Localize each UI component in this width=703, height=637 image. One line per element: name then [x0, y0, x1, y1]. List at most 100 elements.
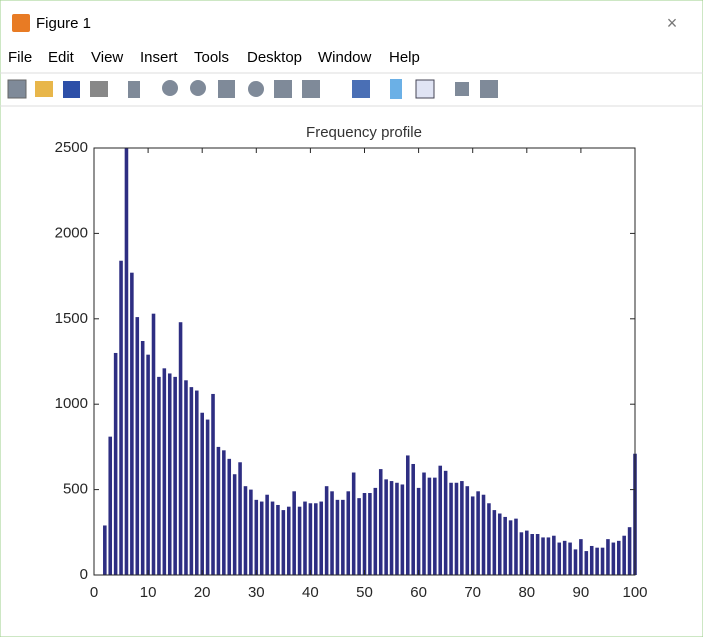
tool-datatip[interactable]	[274, 80, 292, 98]
tool-colorbar[interactable]	[390, 79, 402, 99]
bar	[303, 501, 307, 575]
bar	[324, 486, 329, 575]
x-tick-label: 20	[194, 584, 211, 601]
bar	[124, 148, 129, 575]
menu-item[interactable]: Insert	[140, 49, 178, 66]
close-button[interactable]: ×	[667, 13, 678, 33]
bar	[292, 491, 296, 575]
bar	[211, 393, 215, 575]
bar	[314, 503, 318, 575]
tool-print[interactable]	[90, 81, 108, 97]
bar	[146, 354, 150, 575]
x-tick-label: 50	[356, 584, 373, 601]
y-tick-label: 500	[63, 481, 88, 498]
bar	[346, 491, 351, 575]
tool-rotate[interactable]	[248, 81, 264, 97]
bar	[286, 506, 291, 575]
bar	[416, 487, 421, 575]
bar	[476, 491, 480, 575]
bar	[487, 503, 491, 575]
bar	[103, 525, 107, 575]
bar	[395, 482, 399, 575]
bar	[362, 493, 367, 575]
tool-new[interactable]	[7, 79, 27, 99]
bar	[259, 501, 264, 575]
x-tick-label: 40	[302, 584, 319, 601]
tool-hide[interactable]	[455, 82, 469, 96]
bar	[552, 535, 556, 575]
bar	[525, 530, 529, 575]
bar	[243, 486, 248, 575]
bar	[308, 503, 313, 575]
bar	[470, 496, 475, 575]
bar	[297, 506, 302, 575]
bar	[249, 489, 253, 575]
bar	[351, 472, 356, 575]
tool-zoom-out[interactable]	[190, 80, 206, 96]
bar	[113, 352, 118, 575]
y-tick-label: 1500	[55, 310, 88, 327]
tool-save[interactable]	[63, 81, 80, 98]
bar	[546, 537, 551, 575]
bar	[276, 504, 280, 575]
bar	[227, 458, 232, 575]
x-tick-label: 0	[90, 584, 98, 601]
bar	[195, 390, 199, 575]
bar	[530, 534, 534, 575]
bar	[119, 260, 123, 575]
menu-item[interactable]: View	[91, 49, 123, 66]
bar	[519, 532, 524, 575]
menu-item[interactable]: Tools	[194, 49, 229, 66]
bar	[579, 539, 583, 575]
y-tick-label: 1000	[55, 395, 88, 412]
bar	[438, 465, 443, 575]
bar	[167, 373, 172, 575]
bar	[600, 547, 605, 575]
app-icon	[12, 14, 30, 32]
bar	[443, 470, 448, 575]
menu-item[interactable]: Desktop	[247, 49, 302, 66]
bar	[465, 486, 470, 575]
bar	[535, 534, 540, 575]
bar	[189, 387, 194, 575]
menu-item[interactable]: File	[8, 49, 32, 66]
bar	[589, 545, 594, 575]
menu-bar: File Edit View Insert Tools Desktop Wind…	[8, 49, 420, 66]
x-tick-label: 60	[410, 584, 427, 601]
bar	[205, 419, 210, 575]
menu-item[interactable]: Edit	[48, 49, 75, 66]
tool-zoom-in[interactable]	[162, 80, 178, 96]
bar	[503, 516, 507, 575]
bar	[573, 549, 578, 575]
bar	[557, 542, 562, 575]
bar	[616, 540, 621, 575]
bar	[270, 501, 275, 575]
bar	[508, 520, 513, 575]
tool-pan[interactable]	[218, 80, 235, 98]
tool-link[interactable]	[352, 80, 370, 98]
x-tick-label: 100	[622, 584, 647, 601]
tool-legend[interactable]	[415, 79, 435, 99]
tool-show[interactable]	[480, 80, 498, 98]
bar	[389, 481, 394, 575]
tool-open[interactable]	[35, 81, 53, 97]
window-title: Figure 1	[36, 15, 91, 32]
bar	[492, 510, 497, 575]
y-tick-label: 0	[80, 566, 88, 583]
tool-select[interactable]	[128, 81, 140, 98]
bar	[611, 542, 616, 575]
bar	[178, 322, 183, 575]
bar	[481, 494, 486, 575]
bar	[460, 481, 464, 575]
menu-item[interactable]: Window	[318, 49, 372, 66]
x-tick-label: 80	[518, 584, 535, 601]
bar	[135, 317, 140, 575]
bar	[330, 491, 334, 575]
bar	[216, 446, 221, 575]
bar	[411, 463, 415, 575]
tool-brush[interactable]	[302, 80, 320, 98]
bar	[238, 462, 242, 575]
menu-item[interactable]: Help	[389, 49, 420, 66]
bar	[108, 436, 113, 575]
